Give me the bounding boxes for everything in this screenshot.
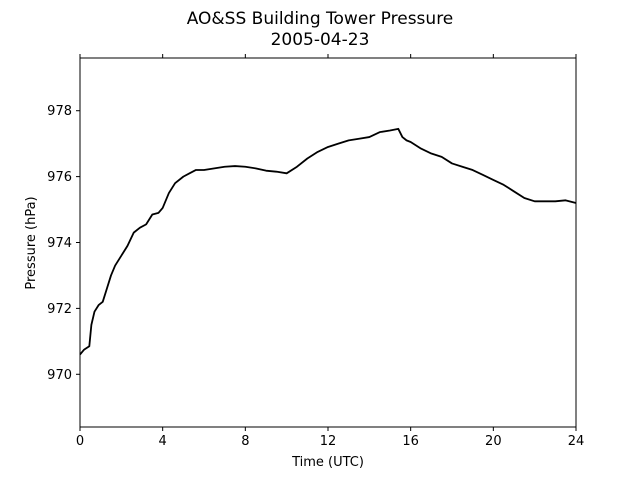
y-tick-label: 972	[47, 302, 72, 317]
x-tick-label: 4	[159, 434, 167, 449]
x-tick-label: 24	[568, 434, 585, 449]
x-axis: 0 4 8 12 16 20 24	[76, 54, 584, 449]
x-tick-label: 0	[76, 434, 84, 449]
x-tick-label: 8	[241, 434, 249, 449]
y-axis: 970 972 974 976 978	[47, 104, 80, 383]
y-tick-label: 978	[47, 104, 72, 119]
chart-subtitle: 2005-04-23	[271, 30, 370, 50]
y-axis-label: Pressure (hPa)	[24, 196, 39, 289]
y-tick-label: 976	[47, 170, 72, 185]
chart-title: AO&SS Building Tower Pressure	[187, 9, 454, 29]
x-tick-label: 16	[402, 434, 419, 449]
x-axis-label: Time (UTC)	[291, 455, 364, 470]
x-tick-label: 12	[320, 434, 337, 449]
y-tick-label: 970	[47, 368, 72, 383]
x-tick-label: 20	[485, 434, 502, 449]
y-tick-label: 974	[47, 236, 72, 251]
pressure-series-line	[79, 127, 577, 356]
